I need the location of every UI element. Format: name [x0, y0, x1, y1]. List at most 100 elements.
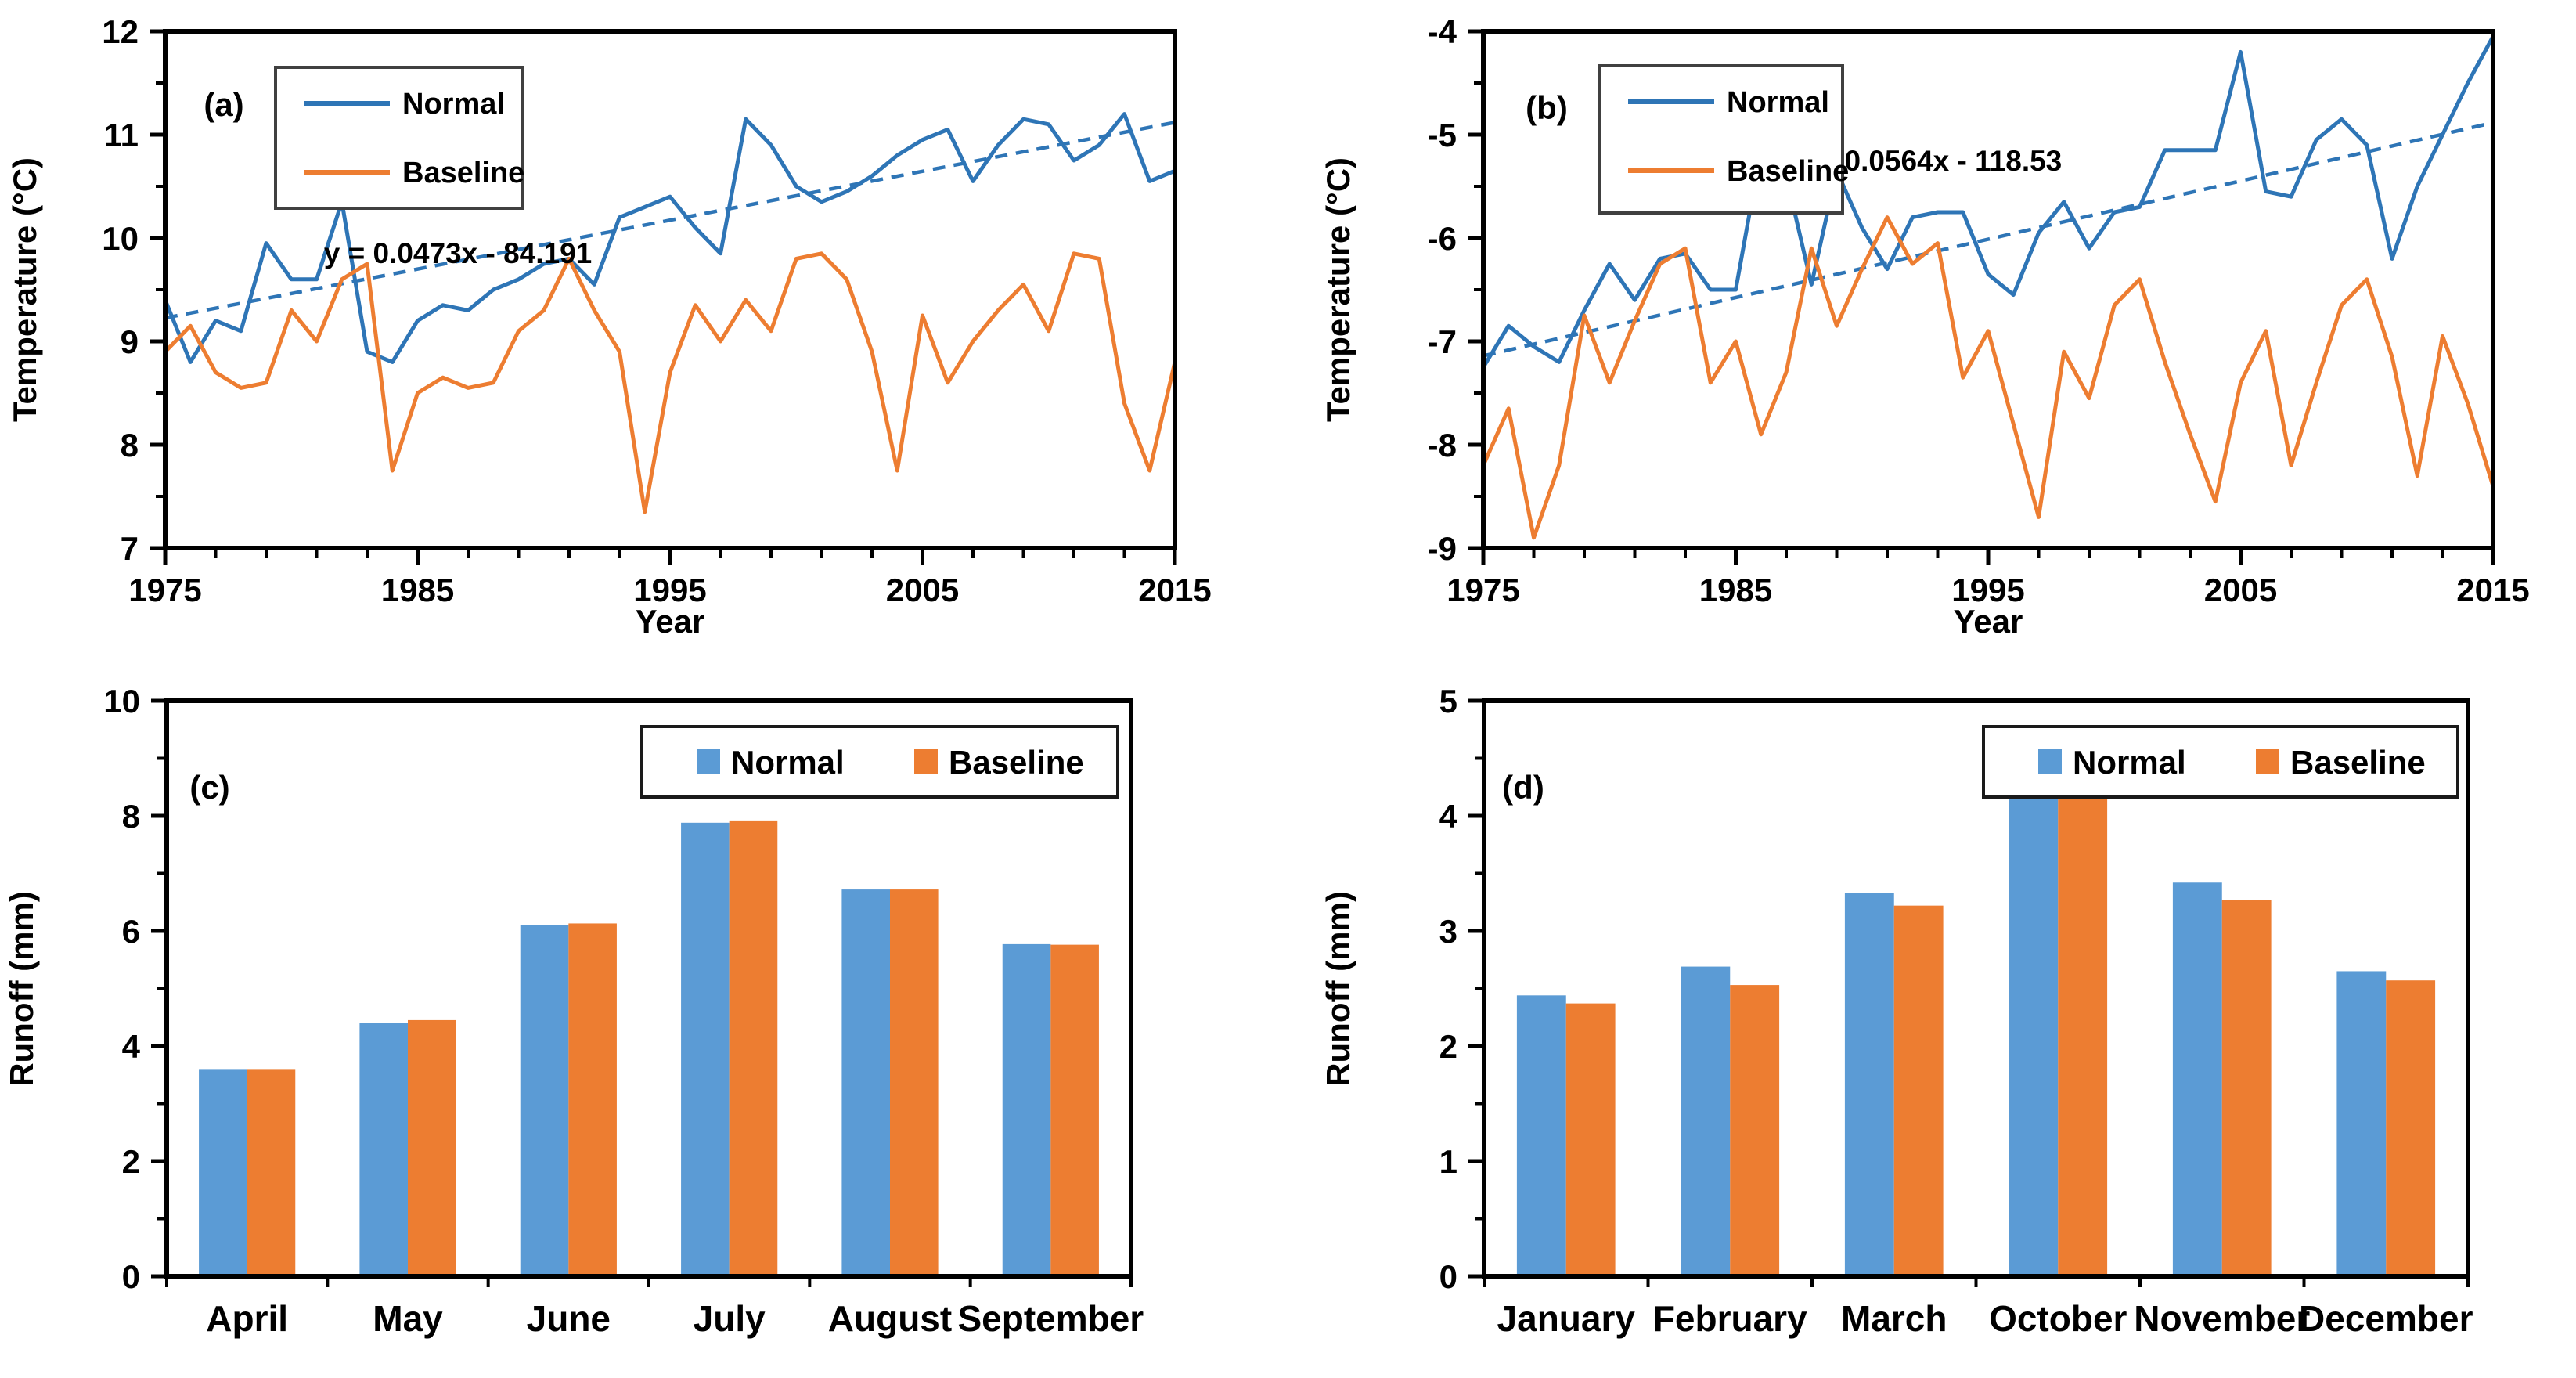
y-axis-title: Temperature (°C) — [6, 157, 43, 422]
legend-baseline-swatch — [914, 749, 938, 774]
legend-baseline-label: Baseline — [402, 157, 524, 189]
x-tick-label: 1975 — [1447, 572, 1519, 608]
x-category-label: June — [527, 1298, 611, 1339]
bar-normal-may — [359, 1023, 408, 1276]
bar-normal-april — [199, 1069, 247, 1276]
bar-normal-november — [2172, 882, 2222, 1276]
x-tick-label: 1985 — [381, 572, 454, 608]
x-category-label: December — [2299, 1298, 2473, 1339]
panel-label: (d) — [1502, 769, 1544, 806]
bar-baseline-july — [729, 820, 778, 1276]
y-tick-label: 10 — [103, 689, 140, 720]
legend-box — [640, 725, 1119, 799]
x-tick-label: 2005 — [2204, 572, 2277, 608]
baseline-line — [1481, 215, 2495, 540]
x-tick-label: 2015 — [2456, 572, 2529, 608]
legend-normal-label: Normal — [731, 744, 845, 781]
bar-baseline-december — [2386, 980, 2436, 1276]
bar-normal-december — [2336, 971, 2387, 1276]
y-tick-label: 12 — [102, 13, 139, 50]
y-tick-label: -5 — [1428, 117, 1457, 153]
y-tick-label: 7 — [121, 530, 139, 567]
bar-normal-june — [520, 925, 569, 1276]
bar-normal-july — [681, 822, 730, 1276]
legend-normal-swatch — [2038, 749, 2062, 774]
y-tick-label: 10 — [102, 220, 139, 257]
bar-baseline-november — [2221, 900, 2272, 1276]
x-category-label: March — [1841, 1298, 1947, 1339]
y-tick-label: 8 — [121, 427, 139, 464]
chart-c: 0 2 4 6 8 10 April May June July August September No… — [3, 689, 1144, 1339]
y-tick-label: -6 — [1428, 220, 1457, 257]
trend-equation-label: y = 0.0473x - 84.191 — [324, 237, 593, 269]
plot-border — [1481, 29, 2495, 550]
panel-label: (c) — [189, 769, 229, 806]
y-tick-label: -8 — [1428, 427, 1457, 464]
y-tick-label: 2 — [122, 1143, 140, 1180]
y-tick-label: 9 — [121, 323, 139, 360]
x-tick-label: 1995 — [633, 572, 706, 608]
y-tick-label: -7 — [1428, 323, 1457, 360]
trend-line — [1483, 121, 2494, 358]
y-axis-title: Runoff (mm) — [1320, 891, 1356, 1087]
bar-normal-september — [1002, 943, 1051, 1276]
y-tick-label: 2 — [1439, 1028, 1457, 1065]
panel-label: (b) — [1526, 89, 1568, 126]
bar-baseline-june — [568, 923, 617, 1276]
plot-border — [1482, 698, 2470, 1279]
x-tick-label: 2005 — [886, 572, 959, 608]
legend-normal-label: Normal — [402, 88, 505, 121]
bar-normal-august — [841, 889, 890, 1276]
y-tick-label: 6 — [122, 913, 140, 950]
x-category-label: February — [1653, 1298, 1807, 1339]
y-tick-label: 0 — [1439, 1258, 1457, 1295]
y-tick-label: 1 — [1439, 1143, 1457, 1180]
x-category-label: May — [373, 1298, 443, 1339]
trend-line — [164, 121, 1176, 320]
x-category-label: November — [2134, 1298, 2310, 1339]
bar-normal-march — [1844, 893, 1894, 1276]
y-tick-label: 8 — [122, 798, 140, 835]
legend-box — [1598, 64, 1844, 215]
bar-baseline-april — [247, 1069, 296, 1276]
bar-baseline-august — [890, 889, 939, 1276]
bar-baseline-september — [1050, 944, 1099, 1276]
panel-d-runoff-bar-chart: 0 1 2 3 4 5 January February March October Novembe… — [1288, 689, 2576, 1378]
baseline-line — [163, 251, 1177, 514]
panel-a-temperature-line-chart: 7 8 9 10 11 12 1975 1985 1995 2005 2015 Year y = 0.0… — [0, 0, 1288, 689]
legend-normal-label: Normal — [2073, 744, 2186, 781]
y-tick-label: 11 — [104, 117, 139, 153]
x-axis-title: Year — [636, 603, 705, 640]
bar-baseline-january — [1565, 1003, 1616, 1276]
bar-normal-february — [1681, 966, 1731, 1276]
panel-label: (a) — [204, 86, 243, 123]
x-category-label: August — [828, 1298, 952, 1339]
x-category-label: January — [1497, 1298, 1636, 1339]
normal-line — [1481, 34, 2495, 370]
x-category-label: September — [957, 1298, 1144, 1339]
x-category-label: April — [206, 1298, 288, 1339]
bar-baseline-october — [2058, 788, 2108, 1276]
x-tick-label: 1985 — [1699, 572, 1772, 608]
plot-border — [163, 29, 1177, 550]
legend-baseline-label: Baseline — [1727, 155, 1849, 188]
legend-box — [274, 66, 524, 210]
bar-baseline-march — [1893, 905, 1944, 1276]
legend-baseline-label: Baseline — [949, 744, 1084, 781]
x-category-label: October — [1989, 1298, 2127, 1339]
y-tick-label: 4 — [1439, 798, 1458, 835]
plot-border — [164, 698, 1133, 1279]
legend-box — [1982, 725, 2459, 799]
bar-baseline-february — [1730, 985, 1780, 1276]
y-tick-label: -9 — [1428, 530, 1457, 567]
panel-c-runoff-bar-chart: 0 2 4 6 8 10 April May June July August September No… — [0, 689, 1288, 1378]
bar-normal-january — [1516, 995, 1566, 1276]
x-axis-title: Year — [1954, 603, 2023, 640]
y-tick-label: 4 — [122, 1028, 141, 1065]
panel-b-temperature-line-chart: -9 -8 -7 -6 -5 -4 1975 1985 1995 2005 2015 Year y = … — [1288, 0, 2576, 689]
x-category-label: July — [694, 1298, 766, 1339]
bar-normal-october — [2009, 792, 2059, 1276]
y-tick-label: 3 — [1439, 913, 1457, 950]
